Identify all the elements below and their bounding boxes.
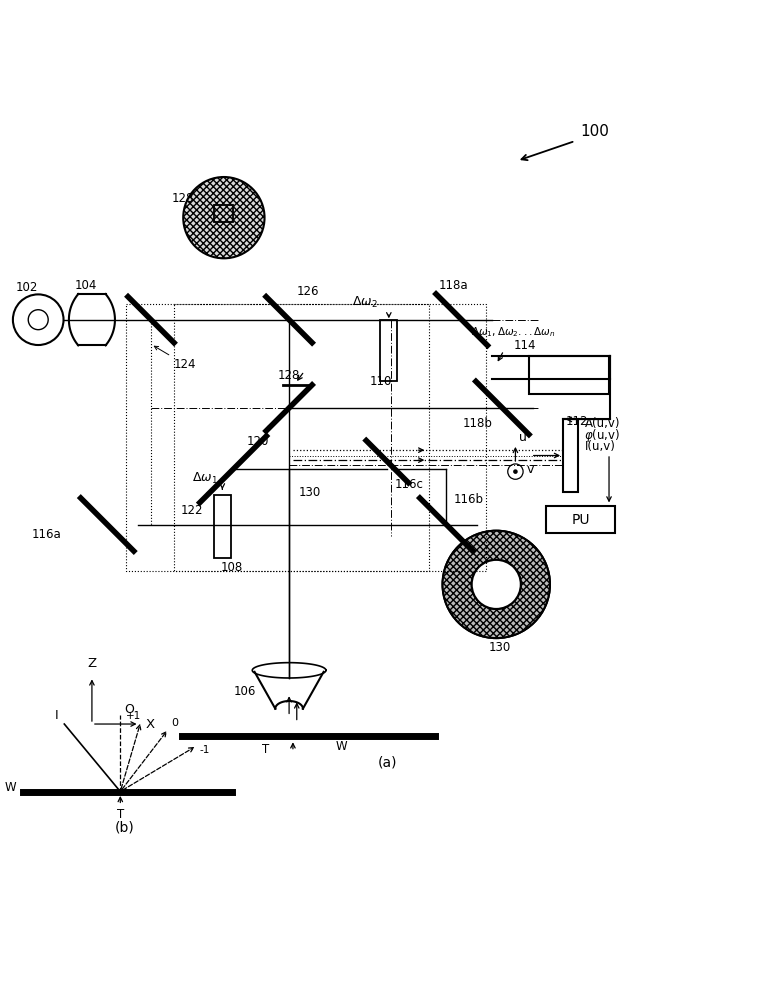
Circle shape [183,177,265,258]
Bar [380,320,397,381]
Text: 118b: 118b [463,417,492,430]
Text: -1: -1 [199,745,209,755]
Text: X: X [146,718,155,731]
Circle shape [472,560,521,609]
Text: W: W [5,781,17,794]
Text: T: T [117,808,124,821]
Text: 118a: 118a [439,279,468,292]
Text: (b): (b) [114,820,134,834]
Text: 104: 104 [74,279,97,292]
Text: v: v [526,463,534,476]
Bar [214,205,233,222]
Text: 106: 106 [234,685,256,698]
Text: 128: 128 [172,192,194,205]
Text: 124: 124 [154,346,196,371]
Text: 130: 130 [489,641,511,654]
Text: 110: 110 [370,375,392,388]
Text: A(u,v): A(u,v) [584,417,620,430]
Text: 126: 126 [296,285,320,298]
Text: 120: 120 [247,425,271,448]
Text: O: O [124,703,134,716]
Text: I(u,v): I(u,v) [584,440,615,453]
Circle shape [513,469,517,474]
Text: 116a: 116a [32,528,62,541]
Text: 128: 128 [278,369,300,382]
Text: $\Delta\omega_1$: $\Delta\omega_1$ [192,471,217,486]
Text: 122: 122 [181,491,211,517]
Bar [214,495,231,558]
Text: 116b: 116b [454,493,484,506]
Text: 102: 102 [15,281,38,294]
Text: Z: Z [87,657,96,670]
Text: u: u [519,431,527,444]
Text: $\varphi$(u,v): $\varphi$(u,v) [584,427,621,444]
Text: $\Delta\omega_2$: $\Delta\omega_2$ [352,295,377,310]
Text: T: T [263,743,269,756]
Text: $\Delta\omega_1,\Delta\omega_2...\Delta\omega_n$: $\Delta\omega_1,\Delta\omega_2...\Delta\… [471,325,555,339]
Bar [546,506,615,533]
Text: 0: 0 [172,718,179,728]
Bar [563,419,578,492]
Bar [529,356,609,394]
Text: 114: 114 [514,339,537,352]
Text: PU: PU [571,513,590,527]
Text: (a): (a) [377,756,397,770]
Text: +1: +1 [126,711,141,721]
Text: 108: 108 [221,561,243,574]
Text: 130: 130 [298,486,320,499]
Text: 112: 112 [565,415,588,428]
Text: W: W [335,740,346,753]
Text: 116c: 116c [395,478,424,491]
Text: 100: 100 [581,124,610,139]
Text: I: I [55,709,59,722]
